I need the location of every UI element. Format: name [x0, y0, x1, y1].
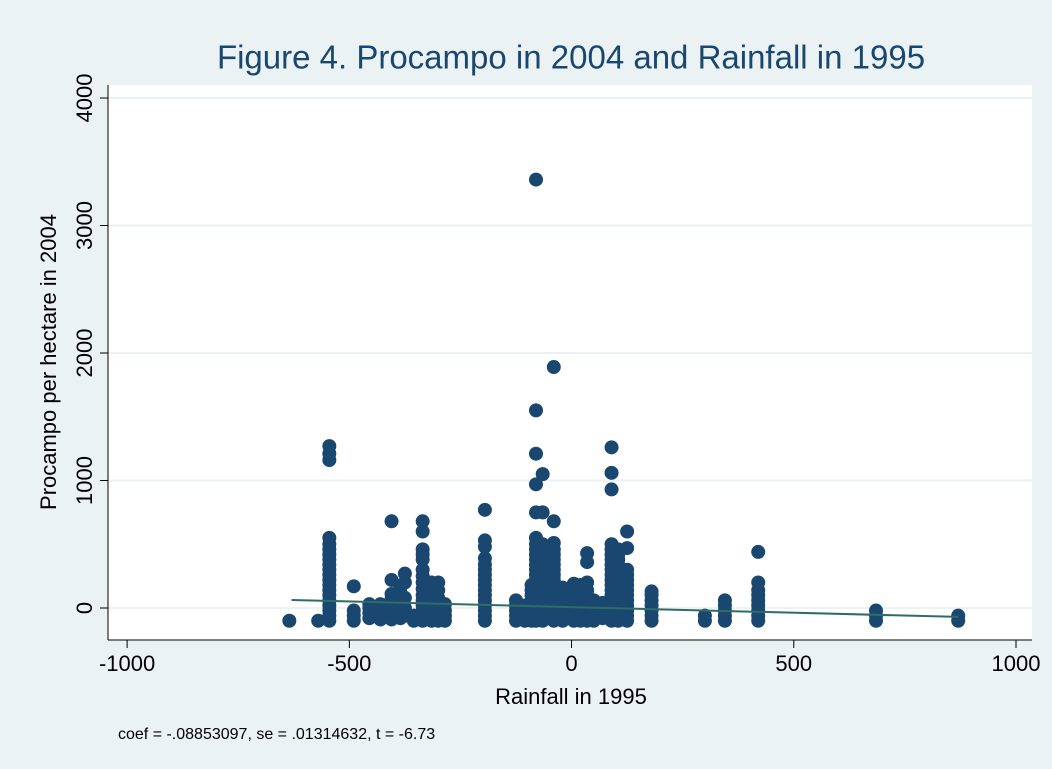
point [529, 477, 543, 492]
x-tick-label: 500 [775, 651, 812, 676]
point [546, 514, 561, 529]
point [555, 580, 570, 595]
y-axis-label: Procampo per hectare in 2004 [36, 214, 61, 510]
point [751, 544, 766, 559]
point [546, 360, 561, 375]
point [697, 608, 712, 623]
point [346, 603, 361, 618]
point [620, 541, 635, 556]
y-tick-label: 4000 [72, 74, 97, 123]
x-tick-label: -500 [327, 651, 371, 676]
point [751, 575, 766, 590]
point [397, 566, 412, 581]
point [529, 446, 543, 461]
point [373, 597, 388, 612]
x-tick-label: 0 [565, 651, 577, 676]
point [415, 524, 430, 539]
x-tick-label: 1000 [992, 651, 1041, 676]
point [580, 575, 595, 590]
point [546, 535, 561, 550]
point [477, 551, 492, 566]
point [620, 562, 635, 577]
x-tick-label: -1000 [99, 651, 155, 676]
point [346, 579, 361, 594]
point [477, 502, 492, 517]
point [604, 482, 619, 497]
note: coef = -.08853097, se = .01314632, t = -… [118, 726, 435, 743]
point [529, 403, 543, 418]
point [311, 613, 326, 628]
y-tick-label: 1000 [72, 456, 97, 505]
point [384, 514, 399, 529]
point [477, 533, 492, 548]
point [604, 440, 619, 455]
chart-title: Figure 4. Procampo in 2004 and Rainfall … [217, 39, 925, 76]
point [535, 537, 550, 552]
point [535, 505, 550, 520]
point [415, 514, 430, 529]
point [604, 465, 619, 480]
point [644, 584, 659, 599]
fit-line [291, 598, 959, 618]
point [282, 613, 297, 628]
point [951, 608, 966, 623]
point [415, 542, 430, 557]
point [535, 467, 550, 482]
point [529, 172, 543, 187]
point [580, 546, 595, 561]
point [415, 562, 430, 577]
point [322, 530, 337, 545]
y-tick-label: 2000 [72, 329, 97, 378]
point [362, 597, 377, 612]
point [620, 524, 635, 539]
x-axis-label: Rainfall in 1995 [495, 684, 647, 709]
point [717, 593, 732, 608]
y-tick-label: 0 [72, 602, 97, 614]
plot-area [108, 85, 1032, 640]
point [397, 590, 412, 605]
point [322, 439, 337, 454]
y-tick-label: 3000 [72, 201, 97, 250]
point [431, 575, 446, 590]
